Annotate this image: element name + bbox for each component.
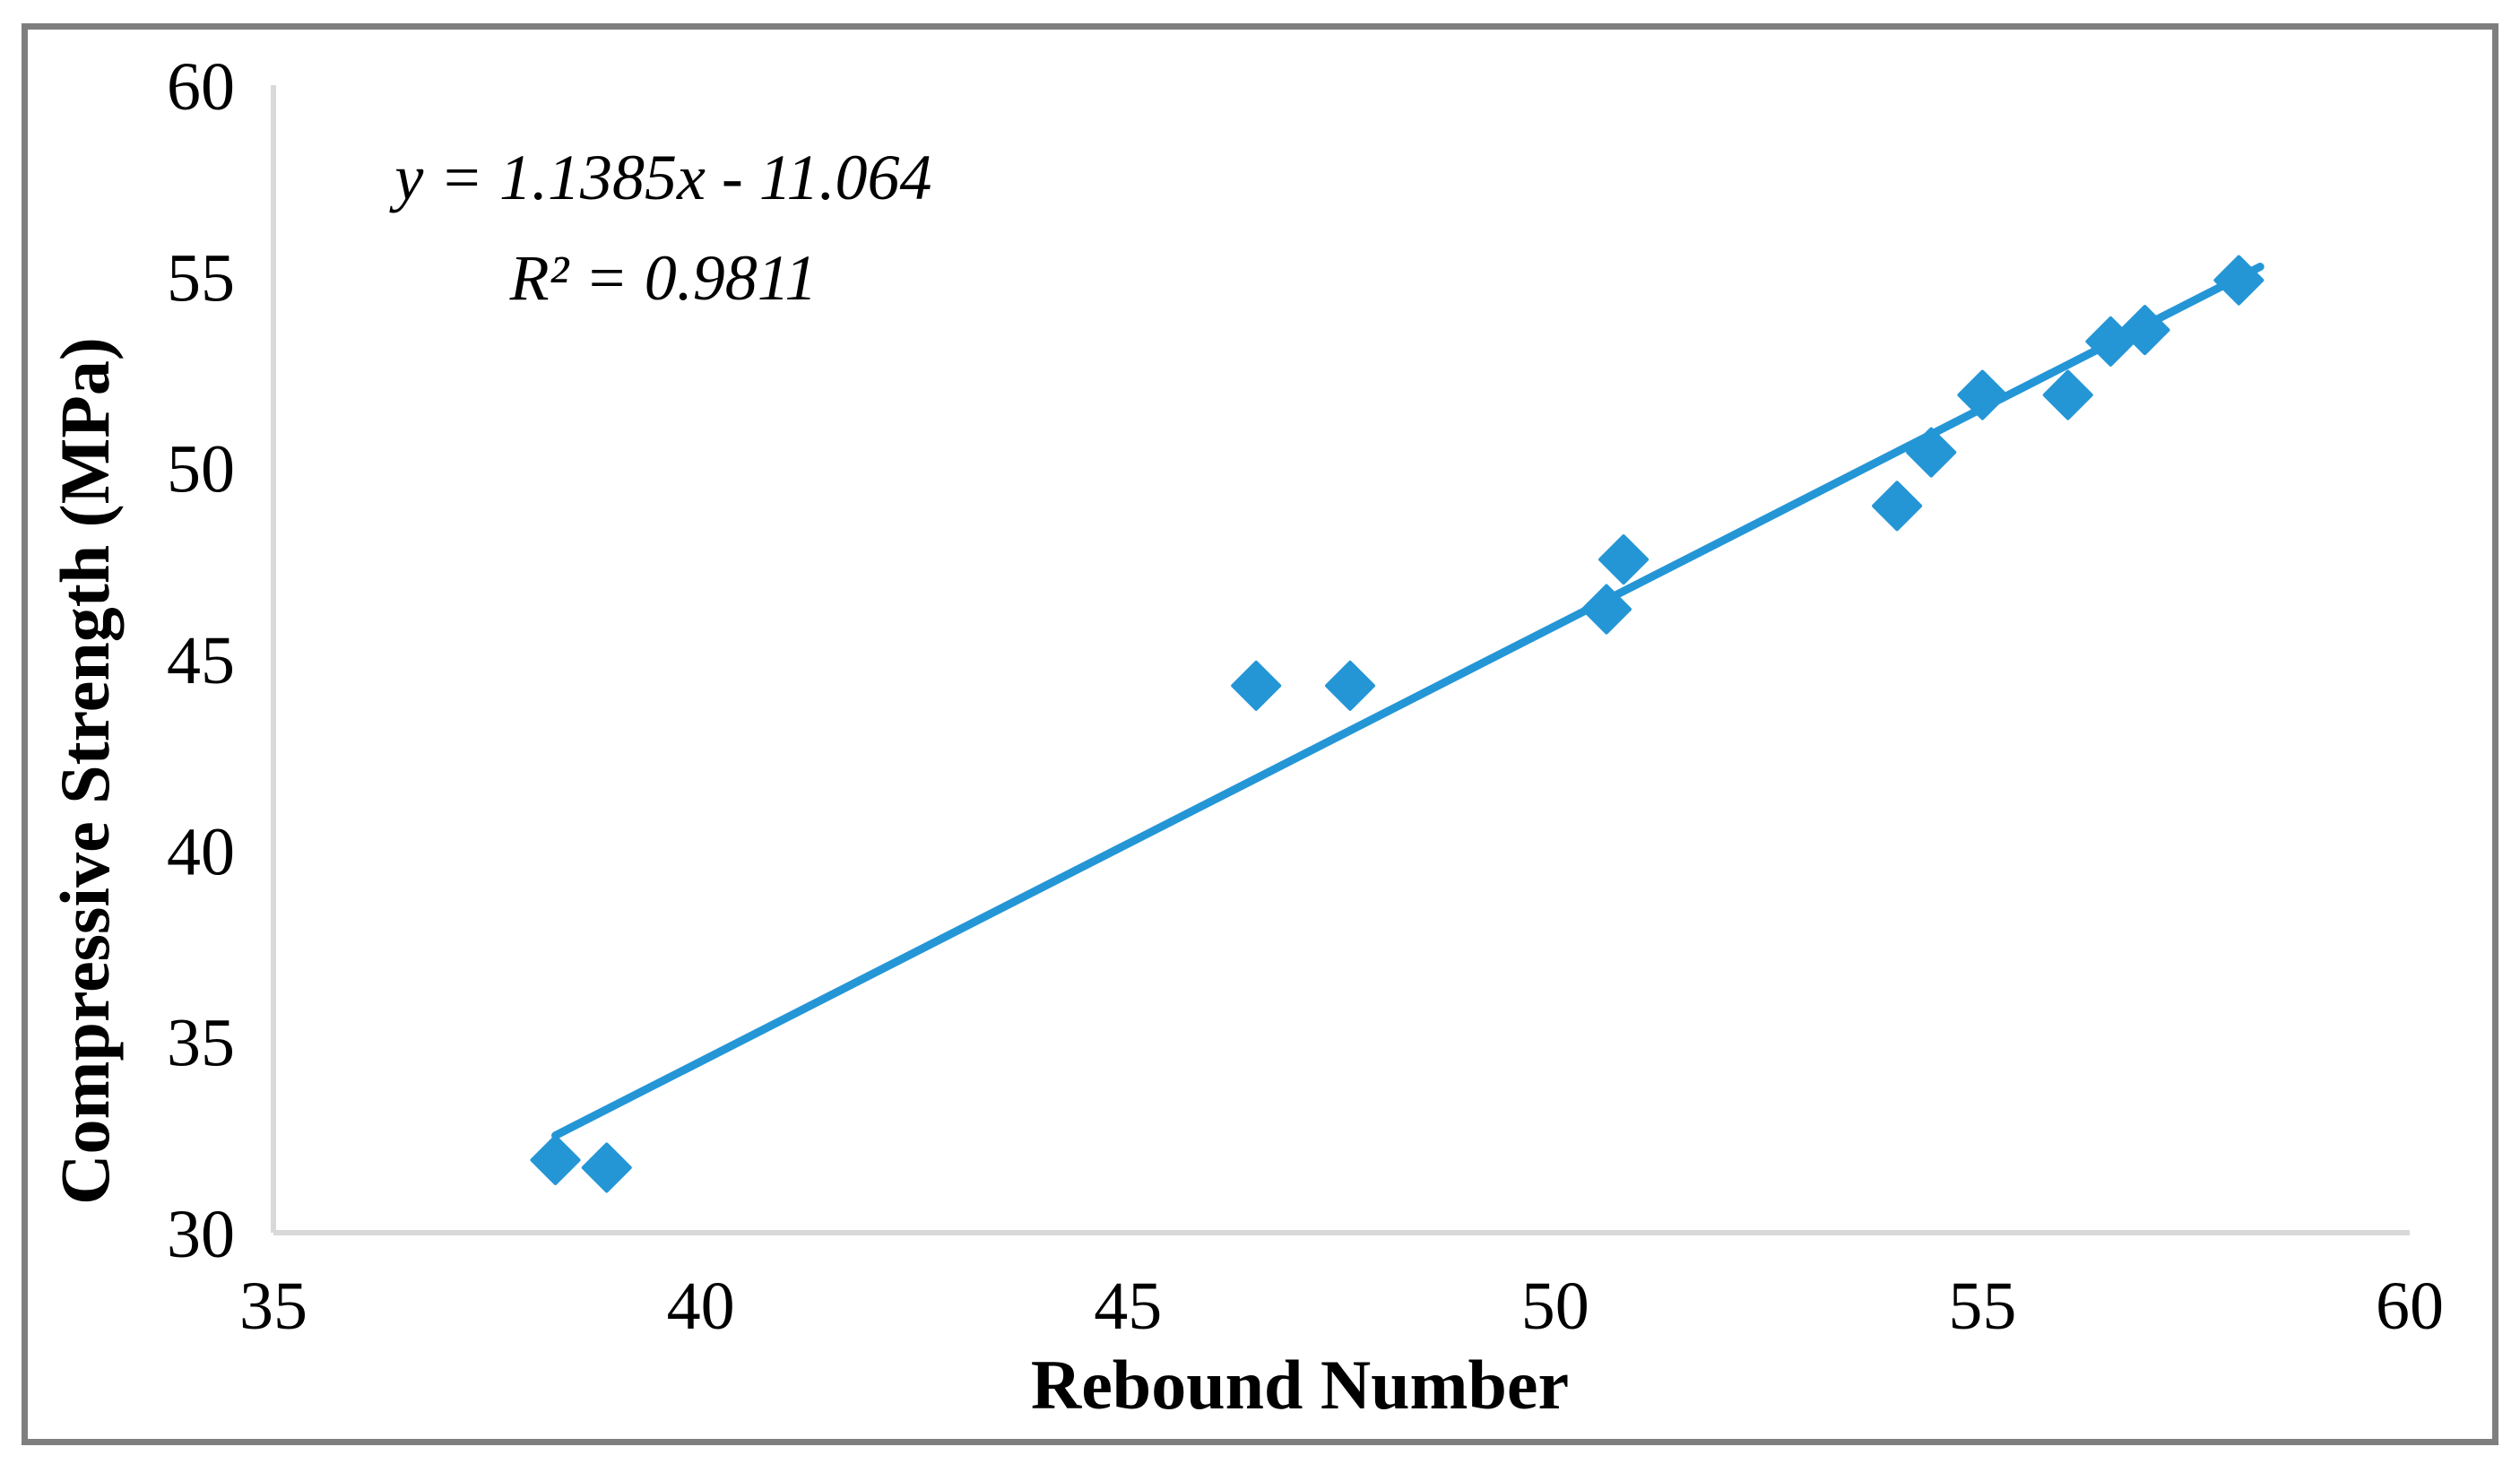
trendline-annotation: y = 1.1385x - 11.064 R² = 0.9811 — [359, 128, 968, 328]
chart-border-frame — [22, 23, 2498, 1445]
data-point-marker — [2213, 255, 2265, 306]
y-tick-label: 35 — [167, 1006, 235, 1081]
data-point-marker — [530, 1134, 581, 1185]
trendline-equation-text: y = 1.1385x - 11.064 — [394, 142, 932, 213]
data-point-marker — [581, 1142, 632, 1193]
y-tick-label: 60 — [167, 49, 235, 125]
data-point-marker — [2119, 305, 2170, 356]
x-axis-title: Rebound Number — [1030, 1346, 1570, 1424]
data-point-marker — [1325, 660, 1376, 711]
x-tick-label: 45 — [1094, 1269, 1162, 1344]
y-tick-label: 45 — [167, 623, 235, 698]
y-axis-title: Compressive Strength (MPa) — [46, 337, 124, 1205]
data-point-marker — [1231, 660, 1282, 711]
y-tick-label: 30 — [167, 1197, 235, 1272]
data-point-marker — [1872, 481, 1923, 532]
y-tick-label: 40 — [167, 814, 235, 889]
x-tick-label: 60 — [2376, 1269, 2444, 1344]
data-point-marker — [1957, 369, 2008, 420]
x-tick-label: 50 — [1521, 1269, 1589, 1344]
x-tick-label: 40 — [667, 1269, 735, 1344]
r-squared-text: R² = 0.9811 — [509, 241, 818, 314]
x-tick-label: 55 — [1948, 1269, 2016, 1344]
data-point-marker — [1906, 427, 1957, 478]
x-tick-label: 35 — [239, 1269, 307, 1344]
y-tick-label: 55 — [167, 240, 235, 316]
data-point-marker — [1580, 584, 1632, 635]
data-point-marker — [2042, 369, 2093, 420]
data-point-marker — [1598, 534, 1650, 585]
y-tick-label: 50 — [167, 432, 235, 507]
